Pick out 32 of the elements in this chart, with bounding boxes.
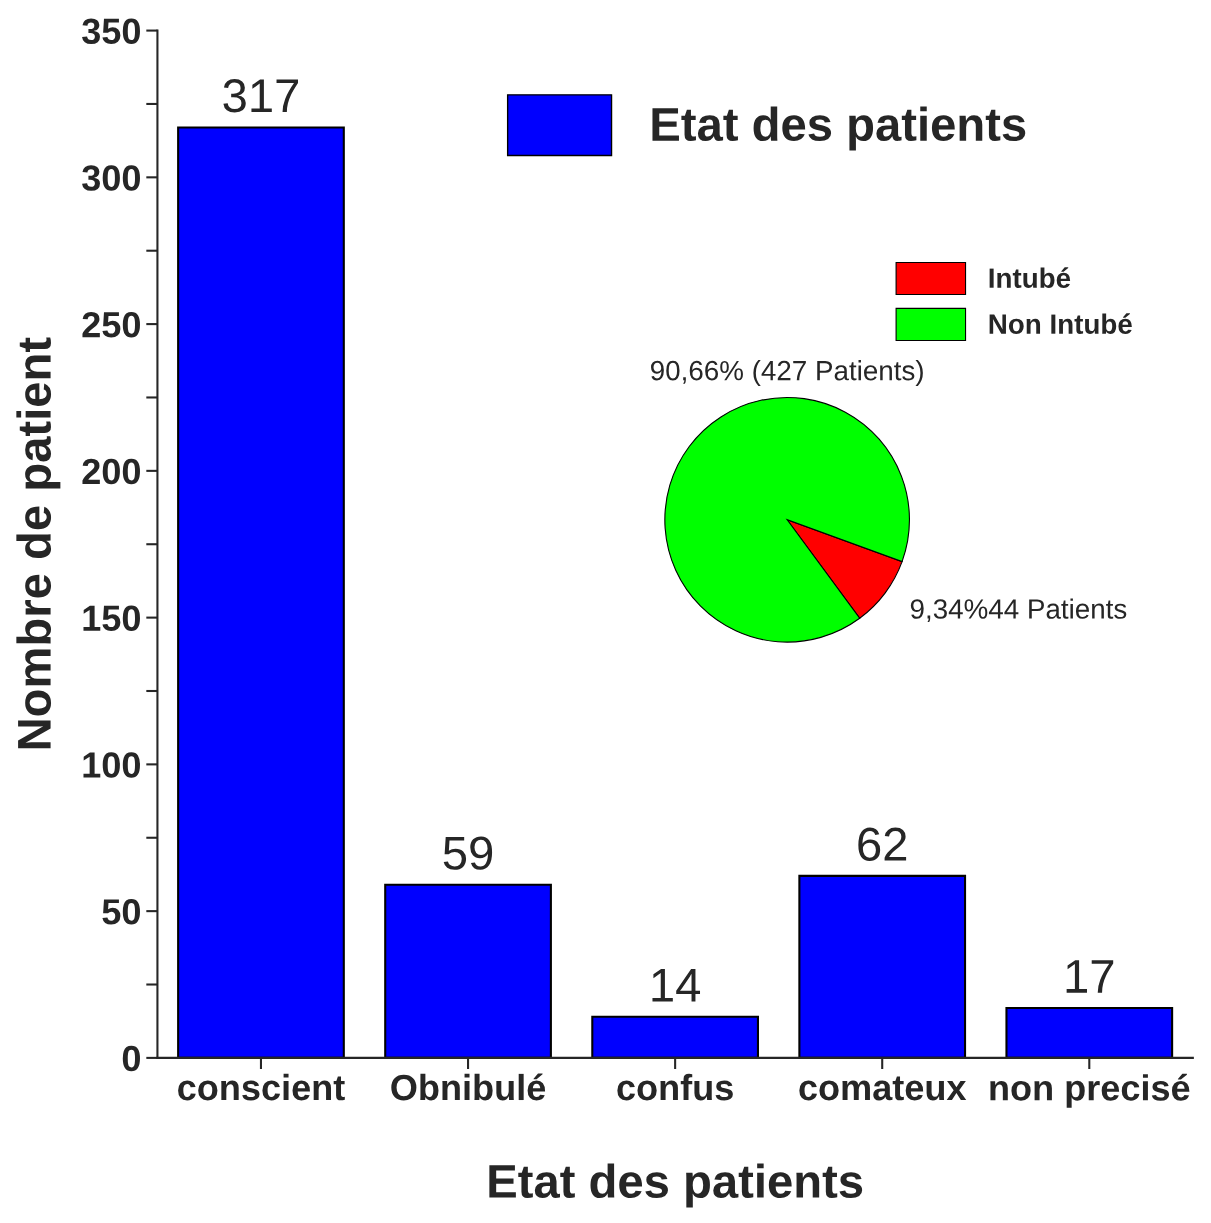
x-tick-label: confus — [617, 1073, 733, 1101]
pie-slice — [786, 519, 903, 619]
y-tick-label: 300 — [82, 165, 140, 191]
bar — [384, 883, 552, 1058]
y-axis-title: Nombre de patient — [16, 337, 61, 749]
data-label: 90,66% (427 Patients) — [651, 360, 923, 386]
x-tick-label: comateux — [799, 1076, 967, 1101]
x-axis-title: Etat des patients — [489, 1163, 863, 1208]
legend-label: Non Intubé — [989, 313, 1132, 334]
data-label: 9,34%44 Patients — [910, 598, 1127, 623]
y-tick-label: 350 — [82, 18, 140, 45]
y-tick-label: 150 — [83, 605, 140, 632]
bar — [591, 1015, 759, 1058]
data-label: 17 — [1066, 960, 1114, 993]
data-label: 14 — [652, 968, 701, 1002]
legend-label: Etat des patients — [652, 106, 1026, 151]
pie-slice — [664, 396, 911, 643]
bar — [177, 126, 345, 1058]
x-tick-label: Obnibulé — [391, 1073, 546, 1101]
bar — [1005, 1006, 1174, 1058]
x-tick-label: conscient — [178, 1073, 345, 1101]
x-tick-label: non precisé — [990, 1073, 1190, 1108]
data-label: 62 — [858, 827, 907, 862]
data-label: 317 — [223, 79, 298, 113]
y-tick-label: 250 — [82, 311, 140, 338]
bar — [798, 874, 967, 1058]
y-tick-label: 100 — [83, 752, 140, 778]
y-tick-label: 200 — [82, 458, 140, 485]
y-tick-label: 50 — [102, 899, 140, 925]
y-tick-label: 0 — [122, 1045, 140, 1072]
data-label: 59 — [443, 836, 493, 870]
legend-label: Intubé — [989, 267, 1071, 288]
